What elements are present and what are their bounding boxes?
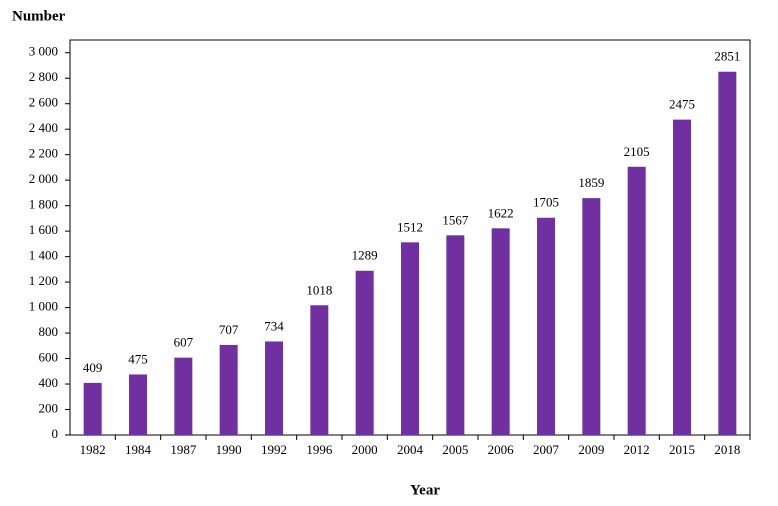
value-label: 734 [264, 318, 284, 333]
y-tick-label: 2 200 [29, 146, 58, 161]
x-tick-label: 1987 [170, 442, 197, 457]
value-label: 1289 [352, 248, 378, 263]
x-tick-label: 2000 [352, 442, 378, 457]
x-tick-label: 2018 [714, 442, 740, 457]
x-tick-label: 1996 [306, 442, 333, 457]
y-tick-label: 400 [39, 375, 59, 390]
y-tick-label: 2 000 [29, 171, 58, 186]
bar [627, 166, 646, 435]
chart-title: Number [12, 8, 66, 24]
value-label: 1859 [578, 175, 604, 190]
y-tick-label: 3 000 [29, 44, 58, 59]
bar [355, 270, 374, 435]
bar [129, 374, 147, 435]
value-label: 1705 [533, 195, 559, 210]
bar [83, 382, 102, 435]
value-label: 1567 [442, 212, 469, 227]
bar [310, 305, 329, 435]
x-tick-label: 2009 [578, 442, 604, 457]
x-tick-label: 2006 [488, 442, 515, 457]
bar [265, 341, 283, 435]
bar [673, 119, 691, 436]
x-tick-label: 2015 [669, 442, 695, 457]
x-tick-label: 2007 [533, 442, 560, 457]
value-label: 2851 [714, 49, 740, 64]
value-label: 2105 [624, 144, 650, 159]
x-tick-label: 2005 [442, 442, 468, 457]
bar [491, 228, 510, 435]
value-label: 409 [83, 360, 103, 375]
value-label: 707 [219, 322, 239, 337]
x-tick-label: 2004 [397, 442, 424, 457]
bar [446, 235, 465, 435]
value-label: 2475 [669, 97, 695, 112]
y-tick-label: 600 [39, 350, 59, 365]
y-tick-label: 1 400 [29, 248, 58, 263]
x-tick-label: 1982 [80, 442, 106, 457]
y-tick-label: 800 [39, 324, 59, 339]
y-tick-label: 0 [52, 426, 59, 441]
bar [582, 198, 601, 435]
x-tick-label: 1992 [261, 442, 287, 457]
x-tick-label: 1984 [125, 442, 152, 457]
bar [219, 344, 238, 435]
y-tick-label: 2 800 [29, 69, 58, 84]
y-tick-label: 1 600 [29, 222, 58, 237]
bar [174, 357, 193, 435]
value-label: 607 [174, 335, 194, 350]
x-tick-label: 1990 [216, 442, 242, 457]
bar [401, 242, 419, 435]
x-tick-label: 2012 [624, 442, 650, 457]
value-label: 1512 [397, 219, 423, 234]
y-tick-label: 1 800 [29, 197, 58, 212]
value-label: 1018 [306, 282, 332, 297]
value-label: 475 [128, 351, 148, 366]
bar [718, 71, 737, 435]
y-tick-label: 1 000 [29, 299, 58, 314]
bar [537, 217, 555, 435]
y-tick-label: 2 400 [29, 120, 58, 135]
x-axis-label: Year [410, 482, 440, 498]
y-tick-label: 2 600 [29, 95, 58, 110]
y-tick-label: 1 200 [29, 273, 58, 288]
y-tick-label: 200 [39, 401, 59, 416]
value-label: 1622 [488, 205, 514, 220]
